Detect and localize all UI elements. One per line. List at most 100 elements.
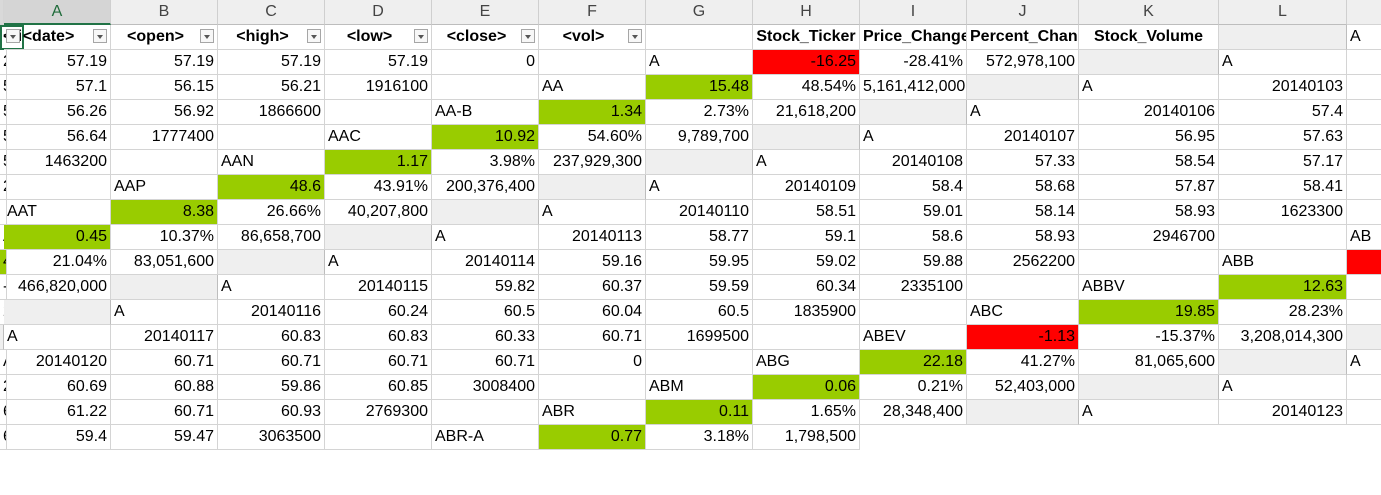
data-cell[interactable]: 60.37 [539,275,646,300]
data-cell[interactable]: 59.02 [753,250,860,275]
price-change-cell[interactable]: 0.06 [753,375,860,400]
percent-change-cell[interactable]: -20.37% [0,275,7,300]
data-cell[interactable]: 20140107 [967,125,1079,150]
column-header-d[interactable]: D [325,0,432,25]
data-cell[interactable]: 57.7 [1347,100,1381,125]
data-cell[interactable]: 60.71 [111,400,218,425]
data-cell[interactable]: 58.77 [646,225,753,250]
data-cell[interactable]: 1623300 [1219,200,1347,225]
data-cell[interactable]: 56.93 [1347,125,1381,150]
empty-cell[interactable] [325,425,432,450]
data-cell[interactable]: 57.33 [967,150,1079,175]
data-cell[interactable]: 1463200 [4,150,111,175]
row-gutter[interactable] [860,100,967,125]
row-gutter[interactable] [1219,25,1347,50]
data-cell[interactable]: 2769300 [325,400,432,425]
header-cell-ticker[interactable]: <ticker> [0,25,24,50]
column-header-j[interactable]: J [967,0,1079,25]
data-cell[interactable]: 20140121 [0,375,7,400]
data-cell[interactable]: 56.56 [0,125,7,150]
stock-volume-cell[interactable]: 237,929,300 [539,150,646,175]
ticker-cell[interactable]: ABR [539,400,646,425]
data-cell[interactable]: 57.87 [1079,175,1219,200]
price-change-cell[interactable]: 22.18 [860,350,967,375]
ticker-cell[interactable]: AAT [4,200,111,225]
data-cell[interactable]: 20140103 [1219,75,1347,100]
data-cell[interactable]: 58.6 [860,225,967,250]
data-cell[interactable]: A [1219,375,1347,400]
data-cell[interactable]: 0 [432,50,539,75]
data-cell[interactable]: A [1079,400,1219,425]
data-cell[interactable]: A [218,275,325,300]
header-cell-date[interactable]: <date> [4,25,111,50]
empty-cell[interactable] [646,25,753,50]
data-cell[interactable]: 58.54 [1079,150,1219,175]
price-change-cell[interactable]: 4.49 [0,250,7,275]
data-cell[interactable]: 60.04 [539,300,646,325]
ticker-cell[interactable]: AB [1347,225,1381,250]
empty-cell[interactable] [1079,250,1219,275]
data-cell[interactable]: 59.4 [4,425,111,450]
data-cell[interactable]: 60.71 [539,325,646,350]
data-cell[interactable]: 60.85 [325,375,432,400]
price-change-cell[interactable]: 0.11 [646,400,753,425]
price-change-cell[interactable]: -1.13 [967,325,1079,350]
data-cell[interactable]: 58.68 [967,175,1079,200]
ticker-cell[interactable]: ABC [967,300,1079,325]
select-all-corner[interactable] [0,0,4,25]
row-gutter[interactable] [967,75,1079,100]
column-header-k[interactable]: K [1079,0,1219,25]
stock-volume-cell[interactable]: 5,161,412,000 [860,75,967,100]
price-change-cell[interactable]: 48.6 [218,175,325,200]
percent-change-cell[interactable]: 54.60% [539,125,646,150]
data-cell[interactable]: 20140102 [1347,50,1381,75]
price-change-cell[interactable]: -16.25 [753,50,860,75]
ticker-cell[interactable]: AAC [325,125,432,150]
empty-cell[interactable] [111,150,218,175]
data-cell[interactable]: 58.51 [753,200,860,225]
data-cell[interactable]: 3008400 [432,375,539,400]
header-cell-vol[interactable]: <vol> [539,25,646,50]
data-cell[interactable]: 1835900 [753,300,860,325]
ticker-cell[interactable]: ABEV [860,325,967,350]
empty-cell[interactable] [1347,200,1381,225]
price-change-cell[interactable]: 15.48 [646,75,753,100]
filter-dropdown-icon[interactable] [628,29,642,43]
price-change-cell[interactable]: 8.38 [111,200,218,225]
data-cell[interactable]: 59.01 [860,200,967,225]
ticker-cell[interactable]: ABBV [1079,275,1219,300]
data-cell[interactable]: A [646,175,753,200]
data-cell[interactable]: 57.17 [1219,150,1347,175]
row-gutter[interactable] [218,250,325,275]
stock-volume-cell[interactable]: 28,348,400 [860,400,967,425]
header-cell-price-change[interactable]: Price_Change [860,25,967,50]
empty-cell[interactable] [1219,225,1347,250]
stock-volume-cell[interactable]: 83,051,600 [111,250,218,275]
data-cell[interactable]: 59.1 [753,225,860,250]
filter-dropdown-icon[interactable] [521,29,535,43]
empty-cell[interactable] [218,125,325,150]
ticker-cell[interactable]: ABB [1219,250,1347,275]
data-cell[interactable]: 60.5 [432,300,539,325]
data-cell[interactable]: 20140117 [111,325,218,350]
empty-cell[interactable] [325,100,432,125]
data-cell[interactable]: 0 [539,350,646,375]
column-header-e[interactable]: E [432,0,539,25]
stock-volume-cell[interactable]: 21,618,200 [753,100,860,125]
data-cell[interactable]: 59.59 [646,275,753,300]
data-cell[interactable]: 60.71 [111,350,218,375]
row-gutter[interactable] [0,325,4,350]
data-cell[interactable]: A [432,225,539,250]
data-cell[interactable]: 57.35 [0,100,7,125]
data-cell[interactable]: 60.83 [325,325,432,350]
data-cell[interactable]: 57.1 [0,75,7,100]
data-cell[interactable]: 2946700 [1079,225,1219,250]
empty-cell[interactable] [646,350,753,375]
data-cell[interactable]: 60.24 [325,300,432,325]
row-gutter[interactable] [646,150,753,175]
data-cell[interactable]: 58.41 [1219,175,1347,200]
data-cell[interactable]: A [1347,25,1381,50]
header-cell-low[interactable]: <low> [325,25,432,50]
price-change-cell[interactable]: 0.45 [4,225,111,250]
percent-change-cell[interactable]: 3.18% [646,425,753,450]
